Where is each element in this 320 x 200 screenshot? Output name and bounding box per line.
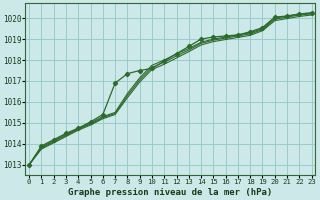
X-axis label: Graphe pression niveau de la mer (hPa): Graphe pression niveau de la mer (hPa) (68, 188, 273, 197)
